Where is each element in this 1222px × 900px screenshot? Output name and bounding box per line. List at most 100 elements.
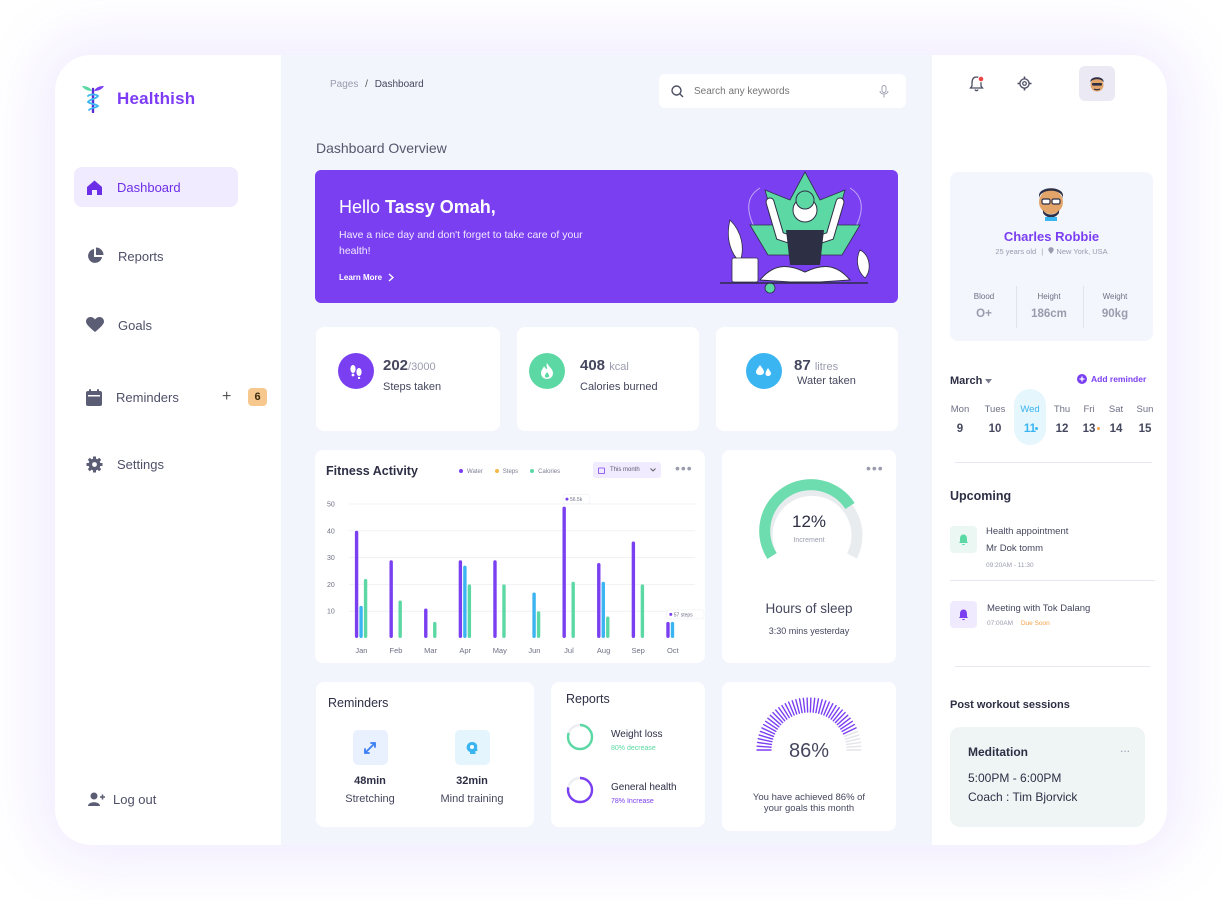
learn-more-label: Learn More bbox=[339, 273, 383, 282]
gauge-tick-filled bbox=[828, 704, 837, 719]
gear-icon bbox=[1017, 76, 1032, 91]
app-name: Healthish bbox=[117, 89, 196, 108]
workout-session-card[interactable]: Meditation ... 5:00PM - 6:00PM Coach : T… bbox=[950, 727, 1145, 827]
bar-water-may bbox=[493, 560, 497, 638]
session-menu-button[interactable]: ... bbox=[1120, 741, 1131, 755]
upcoming-item-sub: Mr Dok tomm bbox=[986, 543, 1043, 554]
search-bar bbox=[659, 74, 906, 108]
sidebar-item-reminders[interactable]: Reminders + 6 bbox=[74, 377, 274, 417]
bar-calories-apr bbox=[467, 584, 472, 638]
sleep-detail: 3:30 mins yesterday bbox=[768, 626, 850, 636]
day-name: Sun bbox=[1136, 404, 1154, 415]
annotation-dot bbox=[565, 497, 569, 501]
profile-age: 25 years old bbox=[995, 247, 1037, 256]
search-input[interactable] bbox=[694, 85, 879, 97]
metric-label: Weight bbox=[1102, 292, 1128, 301]
day-number: 9 bbox=[956, 423, 964, 435]
microphone-icon[interactable] bbox=[879, 84, 889, 98]
search-icon bbox=[671, 84, 684, 97]
day-name: Fri bbox=[1083, 404, 1095, 415]
month-selector[interactable]: March bbox=[950, 375, 993, 387]
due-soon-badge: Due Soon bbox=[1020, 620, 1050, 627]
reminder-stretching[interactable]: 48min Stretching bbox=[335, 730, 405, 805]
reminders-card: Reminders 48min Stretching 32min Mind tr… bbox=[316, 682, 534, 827]
gauge-tick-filled bbox=[757, 737, 773, 743]
day-name: Thu bbox=[1053, 404, 1071, 415]
sidebar-item-dashboard[interactable]: Dashboard bbox=[74, 167, 238, 207]
day-number: 13 bbox=[1082, 423, 1096, 435]
gauge-tick-filled bbox=[761, 727, 776, 735]
sidebar-item-settings[interactable]: Settings bbox=[74, 444, 238, 484]
y-tick-label: 30 bbox=[327, 555, 335, 562]
add-reminder-plus-button[interactable]: + bbox=[222, 388, 232, 405]
notifications-button[interactable] bbox=[968, 75, 985, 97]
gauge-tick-filled bbox=[815, 698, 820, 714]
fitness-menu-button[interactable]: ••• bbox=[675, 460, 693, 476]
gauge-tick-filled bbox=[830, 707, 840, 720]
calendar-day-mon[interactable]: Mon 9 bbox=[944, 389, 976, 445]
day-number: 15 bbox=[1138, 423, 1152, 435]
gauge-tick-filled bbox=[836, 714, 849, 726]
sleep-menu-button[interactable]: ••• bbox=[866, 460, 884, 476]
gauge-tick-filled bbox=[758, 734, 774, 740]
upcoming-item-title: Health appointment bbox=[986, 526, 1069, 537]
calendar-day-sat[interactable]: Sat 14 bbox=[1100, 389, 1132, 445]
reports-card: Reports Weight loss 80% decrease General… bbox=[551, 682, 705, 827]
steps-value: 202 bbox=[383, 357, 409, 374]
calendar-day-wed[interactable]: Wed 11 bbox=[1014, 389, 1046, 445]
calendar-day-tues[interactable]: Tues 10 bbox=[979, 389, 1011, 445]
upcoming-item-appointment[interactable]: Health appointment Mr Dok tomm 09:20AM -… bbox=[950, 523, 1155, 575]
gauge-tick-filled bbox=[778, 707, 788, 720]
profile-card: Charles Robbie 25 years old | New York, … bbox=[950, 172, 1153, 341]
gauge-tick-filled bbox=[756, 741, 773, 746]
app-logo[interactable]: Healthish bbox=[81, 85, 195, 113]
metric-value: O+ bbox=[976, 308, 992, 320]
sidebar-item-reports[interactable]: Reports bbox=[74, 236, 238, 276]
profile-metric-weight: Weight 90kg bbox=[1090, 292, 1140, 320]
sidebar-item-goals[interactable]: Goals bbox=[74, 305, 238, 345]
calendar-day-thu[interactable]: Thu 12 bbox=[1046, 389, 1078, 445]
logout-button[interactable]: Log out bbox=[88, 792, 156, 807]
bell-icon bbox=[950, 601, 977, 628]
upcoming-item-meeting[interactable]: Meeting with Tok Dalang 07:00AM Due Soon bbox=[950, 600, 1155, 640]
gauge-tick-filled bbox=[806, 697, 809, 713]
gauge-tick-filled bbox=[802, 697, 806, 713]
learn-more-link[interactable]: Learn More bbox=[339, 273, 395, 282]
y-tick-label: 50 bbox=[327, 502, 335, 509]
calendar-day-sun[interactable]: Sun 15 bbox=[1129, 389, 1161, 445]
gauge-tick-filled bbox=[787, 701, 795, 716]
session-name: Meditation bbox=[968, 745, 1028, 759]
x-tick-label: Mar bbox=[424, 646, 437, 655]
bell-icon bbox=[969, 75, 985, 92]
gauge-tick-filled bbox=[834, 711, 846, 724]
period-dropdown[interactable]: This month bbox=[593, 462, 661, 478]
x-tick-label: Sep bbox=[632, 646, 645, 655]
goals-percent: 86% bbox=[788, 740, 830, 762]
sidebar-item-label: Goals bbox=[118, 317, 152, 333]
goals-card: 86% You have achieved 86% of your goals … bbox=[722, 682, 896, 831]
legend-dot bbox=[530, 469, 535, 474]
stat-card-steps: 202/3000 Steps taken bbox=[316, 327, 500, 431]
annotation-dot bbox=[669, 612, 673, 616]
fitness-bar-chart: 10 20 30 40 50 Jan Feb Mar Apr May Jun Jul Aug Sep Oct… bbox=[327, 494, 705, 655]
caret-down-icon bbox=[985, 378, 993, 383]
bar-calories-feb bbox=[398, 600, 402, 638]
sidebar-item-label: Settings bbox=[117, 456, 164, 472]
profile-metric-blood: Blood O+ bbox=[959, 292, 1009, 320]
y-tick-label: 10 bbox=[327, 609, 335, 616]
add-reminder-button[interactable]: Add reminder bbox=[1077, 374, 1146, 384]
logout-label: Log out bbox=[113, 792, 157, 807]
gauge-tick-filled bbox=[775, 709, 786, 722]
heart-icon bbox=[86, 317, 104, 332]
bar-water-aug bbox=[597, 562, 601, 638]
y-tick-label: 20 bbox=[327, 582, 335, 589]
gauge-tick-filled bbox=[756, 745, 772, 748]
post-workout-title: Post workout sessions bbox=[950, 699, 1070, 711]
user-avatar-button[interactable] bbox=[1079, 66, 1115, 101]
reminder-mind-training[interactable]: 32min Mind training bbox=[432, 730, 512, 805]
settings-button[interactable] bbox=[1017, 76, 1032, 96]
weight-loss-ring bbox=[566, 723, 594, 751]
chevron-right-icon bbox=[388, 273, 395, 282]
calendar-day-fri[interactable]: Fri 13 bbox=[1073, 389, 1105, 445]
breadcrumb-parent[interactable]: Pages bbox=[330, 79, 359, 90]
